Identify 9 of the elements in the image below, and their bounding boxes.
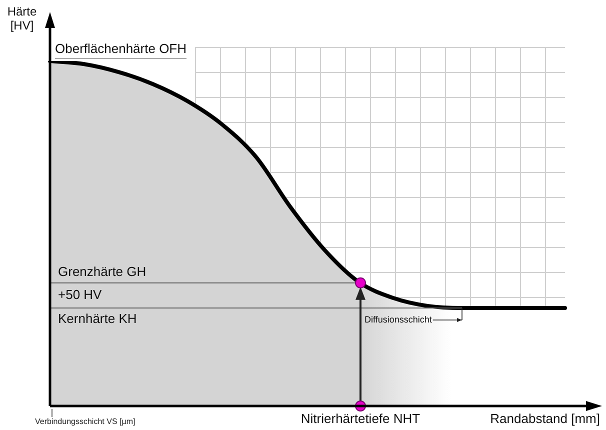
text: Nitrierhärtetiefe NHT <box>300 411 420 426</box>
x-axis-title: Randabstand [mm] <box>490 411 600 426</box>
ref-line-label: Grenzhärte GH <box>58 264 146 279</box>
y-axis-title: Härte [HV] <box>7 4 37 32</box>
annotation: Diffusionsschicht <box>364 314 432 325</box>
text: Verbindungsschicht VS [µm] <box>35 417 136 426</box>
ref-line-label: Kernhärte KH <box>58 311 137 326</box>
annotation: +50 HV <box>58 287 102 302</box>
text: Oberflächenhärte OFH <box>55 41 187 56</box>
